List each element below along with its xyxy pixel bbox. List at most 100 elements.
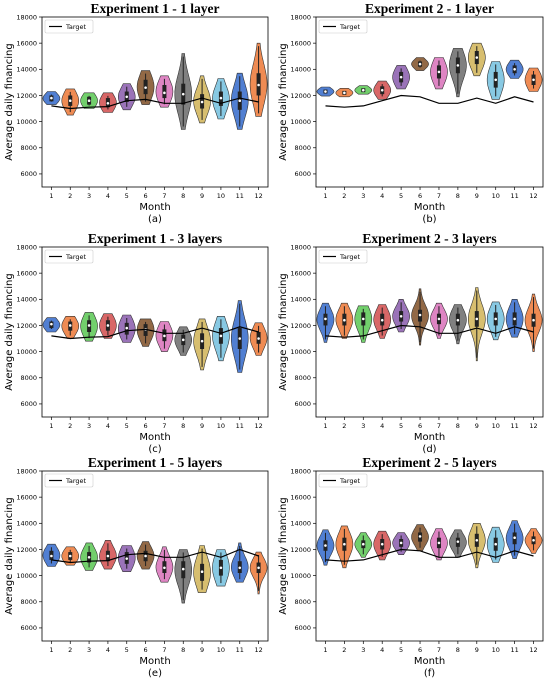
violin-median-dot — [163, 91, 166, 95]
y-axis-label: Average daily financing — [4, 43, 15, 160]
violin-median-dot — [238, 337, 242, 340]
violin-median-dot — [361, 88, 365, 92]
x-tick-label: 6 — [144, 646, 148, 654]
x-tick-label: 2 — [342, 192, 346, 200]
y-tick-label: 16000 — [16, 493, 37, 501]
violin-median-dot — [380, 542, 384, 546]
violin-median-dot — [380, 318, 384, 322]
x-tick-label: 7 — [437, 422, 441, 430]
x-tick-label: 10 — [217, 192, 225, 200]
violin-median-dot — [399, 315, 403, 318]
x-tick-label: 10 — [217, 422, 225, 430]
y-tick-label: 16000 — [16, 269, 37, 277]
x-tick-label: 1 — [323, 646, 327, 654]
y-tick-label: 8000 — [20, 374, 37, 382]
violin-median-dot — [456, 318, 460, 322]
legend-target-label: Target — [65, 253, 87, 261]
y-tick-label: 6000 — [20, 624, 37, 632]
x-tick-label: 1 — [323, 192, 327, 200]
violin-iqr-box — [162, 85, 167, 99]
y-tick-label: 16000 — [290, 39, 311, 47]
violin-median-dot — [494, 542, 498, 546]
plot-frame — [315, 470, 544, 642]
x-tick-label: 9 — [200, 192, 204, 200]
x-tick-label: 9 — [475, 422, 479, 430]
chart-title: Experiment 1 - 5 layers — [88, 455, 222, 470]
panel-caption: (d) — [422, 444, 436, 455]
legend-target-label: Target — [339, 23, 361, 31]
violin-median-dot — [219, 566, 223, 570]
y-tick-label: 18000 — [16, 13, 37, 21]
x-axis-label: Month — [139, 202, 170, 213]
legend-box — [44, 249, 94, 264]
x-tick-label: 3 — [361, 646, 365, 654]
violin-median-dot — [456, 64, 460, 67]
x-tick-label: 4 — [380, 646, 384, 654]
x-tick-label: 2 — [68, 646, 72, 654]
x-tick-label: 10 — [492, 646, 500, 654]
violin-median-dot — [437, 70, 441, 74]
target-line — [325, 94, 534, 108]
plot-frame — [315, 246, 544, 418]
x-tick-label: 8 — [181, 192, 185, 200]
y-tick-label: 16000 — [290, 493, 311, 501]
x-tick-label: 11 — [236, 646, 244, 654]
chart-panel-2: Experiment 2 - 1 layer 6000 8000 10000 12000… — [278, 1, 544, 225]
target-line — [51, 326, 259, 340]
chart-title: Experiment 1 - 1 layer — [91, 1, 220, 16]
x-tick-label: 4 — [106, 646, 110, 654]
legend: Target — [318, 473, 368, 488]
violin-median-dot — [324, 90, 327, 93]
x-tick-label: 9 — [475, 646, 479, 654]
violin-median-dot — [200, 570, 204, 573]
x-tick-label: 4 — [106, 422, 110, 430]
y-tick-label: 12000 — [16, 92, 37, 100]
x-tick-label: 1 — [49, 646, 53, 654]
y-tick-label: 12000 — [290, 322, 311, 330]
violin-median-dot — [361, 317, 365, 321]
x-tick-label: 8 — [456, 192, 460, 200]
x-tick-label: 9 — [475, 192, 479, 200]
x-tick-label: 10 — [217, 646, 225, 654]
violin-median-dot — [343, 318, 346, 322]
y-tick-label: 8000 — [294, 374, 311, 382]
violin-median-dot — [418, 313, 422, 317]
violin-median-dot — [343, 542, 346, 546]
x-tick-label: 12 — [254, 646, 262, 654]
violin-median-dot — [324, 544, 327, 547]
x-tick-label: 3 — [87, 646, 91, 654]
violin-median-dot — [494, 78, 498, 82]
x-tick-label: 2 — [342, 422, 346, 430]
x-axis-label: Month — [414, 656, 445, 667]
x-tick-label: 5 — [125, 192, 129, 200]
x-tick-label: 6 — [144, 192, 148, 200]
violin-median-dot — [399, 541, 403, 545]
y-tick-label: 18000 — [16, 467, 37, 475]
violin-median-dot — [532, 318, 535, 322]
violin-median-dot — [418, 62, 422, 66]
x-tick-label: 11 — [236, 192, 244, 200]
x-tick-label: 8 — [181, 422, 185, 430]
legend-box — [318, 19, 368, 34]
violin-median-dot — [50, 96, 53, 100]
x-tick-label: 9 — [200, 422, 204, 430]
chart-title: Experiment 2 - 5 layers — [362, 455, 496, 470]
x-tick-label: 1 — [323, 422, 327, 430]
x-tick-label: 7 — [437, 192, 441, 200]
violin-median-dot — [219, 96, 223, 100]
violin-median-dot — [513, 68, 516, 71]
violin-median-dot — [181, 92, 185, 96]
legend-target-label: Target — [339, 253, 361, 261]
violin-median-dot — [163, 566, 166, 570]
violin-median-dot — [238, 99, 242, 102]
x-tick-label: 6 — [418, 192, 422, 200]
violin-median-dot — [125, 557, 129, 560]
panel-caption: (f) — [424, 668, 435, 679]
x-tick-label: 7 — [437, 646, 441, 654]
target-line — [325, 548, 534, 562]
chart-title: Experiment 2 - 3 layers — [362, 231, 496, 246]
violin-median-dot — [437, 317, 441, 321]
y-tick-label: 6000 — [294, 170, 311, 178]
y-tick-label: 18000 — [290, 243, 311, 251]
violin-median-dot — [50, 322, 53, 326]
